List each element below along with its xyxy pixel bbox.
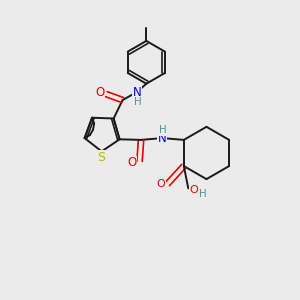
Text: N: N [133, 86, 142, 99]
Text: O: O [95, 86, 104, 99]
Text: N: N [158, 132, 167, 145]
Text: O: O [190, 185, 199, 195]
Text: O: O [128, 156, 137, 169]
Text: H: H [199, 189, 207, 199]
Text: H: H [134, 97, 142, 106]
Text: O: O [157, 179, 165, 189]
Text: H: H [158, 125, 166, 135]
Text: S: S [97, 151, 105, 164]
